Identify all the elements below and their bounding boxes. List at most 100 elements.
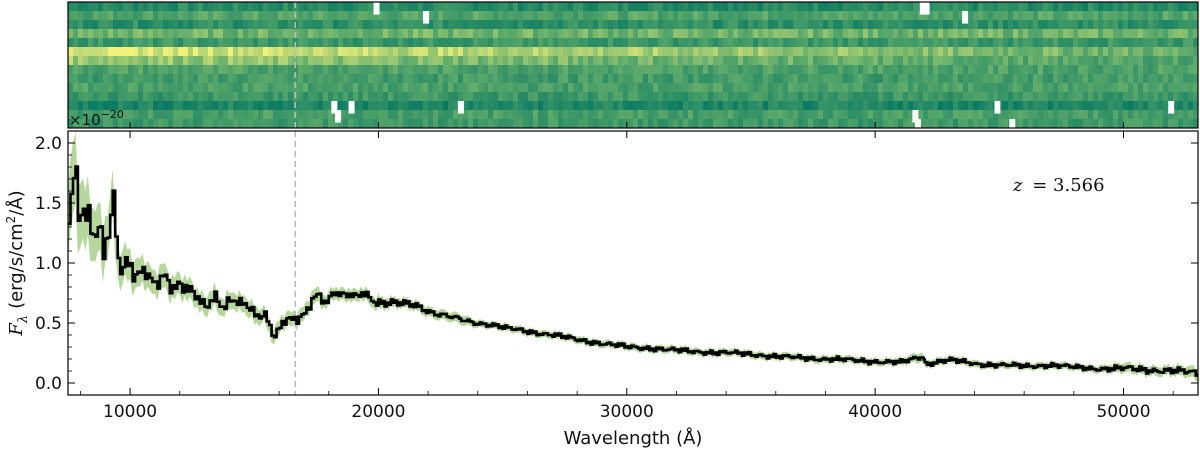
heatmap-cell bbox=[1178, 74, 1184, 84]
heatmap-cell bbox=[673, 47, 679, 57]
heatmap-cell bbox=[1098, 20, 1104, 30]
heatmap-cell bbox=[393, 110, 399, 120]
heatmap-cell bbox=[238, 110, 244, 120]
heatmap-cell bbox=[453, 74, 459, 84]
heatmap-cell bbox=[568, 29, 574, 39]
heatmap-cell bbox=[418, 110, 424, 120]
heatmap-cell bbox=[498, 2, 504, 12]
heatmap-cell bbox=[118, 11, 124, 21]
heatmap-cell bbox=[1043, 47, 1049, 57]
heatmap-cell bbox=[628, 92, 634, 102]
heatmap-cell bbox=[1013, 47, 1019, 57]
heatmap-cell bbox=[513, 110, 519, 120]
heatmap-cell bbox=[1013, 74, 1019, 84]
heatmap-cell bbox=[373, 92, 379, 102]
heatmap-cell bbox=[358, 119, 364, 128]
heatmap-cell bbox=[253, 47, 259, 57]
heatmap-cell bbox=[268, 65, 274, 75]
heatmap-cell bbox=[1033, 101, 1039, 111]
heatmap-cell bbox=[413, 74, 419, 84]
heatmap-cell bbox=[973, 110, 979, 120]
heatmap-cell bbox=[918, 20, 924, 30]
heatmap-cell bbox=[298, 20, 304, 30]
heatmap-cell bbox=[168, 56, 174, 66]
heatmap-cell bbox=[1153, 101, 1159, 111]
heatmap-cell bbox=[328, 83, 334, 93]
heatmap-cell bbox=[233, 119, 239, 128]
heatmap-cell bbox=[378, 74, 384, 84]
heatmap-cell bbox=[633, 101, 639, 111]
heatmap-cell bbox=[818, 56, 824, 66]
heatmap-cell bbox=[843, 110, 849, 120]
heatmap-cell bbox=[833, 83, 839, 93]
heatmap-cell bbox=[838, 11, 844, 21]
heatmap-cell bbox=[703, 83, 709, 93]
heatmap-cell bbox=[748, 65, 754, 75]
heatmap-cell bbox=[1183, 11, 1189, 21]
heatmap-cell bbox=[713, 65, 719, 75]
bottom-panel-frame bbox=[67, 130, 1199, 396]
heatmap-cell bbox=[693, 65, 699, 75]
heatmap-cell bbox=[883, 119, 889, 128]
heatmap-cell bbox=[1083, 92, 1089, 102]
masked-pixel bbox=[331, 101, 338, 114]
heatmap-cell bbox=[783, 29, 789, 39]
heatmap-cell bbox=[1083, 101, 1089, 111]
heatmap-cell bbox=[993, 92, 999, 102]
heatmap-cell bbox=[1143, 29, 1149, 39]
heatmap-cell bbox=[538, 92, 544, 102]
heatmap-cell bbox=[928, 20, 934, 30]
heatmap-cell bbox=[478, 11, 484, 21]
heatmap-cell bbox=[663, 29, 669, 39]
heatmap-cell bbox=[583, 11, 589, 21]
heatmap-cell bbox=[273, 110, 279, 120]
heatmap-cell bbox=[148, 92, 154, 102]
heatmap-cell bbox=[338, 74, 344, 84]
heatmap-cell bbox=[1158, 47, 1164, 57]
heatmap-cell bbox=[653, 110, 659, 120]
heatmap-cell bbox=[953, 83, 959, 93]
heatmap-cell bbox=[528, 101, 534, 111]
heatmap-cell bbox=[818, 20, 824, 30]
heatmap-cell bbox=[158, 119, 164, 128]
heatmap-cell bbox=[678, 20, 684, 30]
heatmap-cell bbox=[613, 2, 619, 12]
heatmap-cell bbox=[1078, 2, 1084, 12]
heatmap-cell bbox=[1103, 65, 1109, 75]
heatmap-cell bbox=[208, 20, 214, 30]
heatmap-cell bbox=[83, 29, 89, 39]
heatmap-cell bbox=[908, 38, 914, 48]
heatmap-cell bbox=[1163, 92, 1169, 102]
heatmap-cell bbox=[1158, 2, 1164, 12]
heatmap-cell bbox=[278, 74, 284, 84]
heatmap-cell bbox=[413, 11, 419, 21]
heatmap-cell bbox=[433, 2, 439, 12]
heatmap-cell bbox=[988, 92, 994, 102]
heatmap-cell bbox=[693, 110, 699, 120]
heatmap-cell bbox=[708, 11, 714, 21]
heatmap-cell bbox=[1138, 56, 1144, 66]
heatmap-cell bbox=[1073, 83, 1079, 93]
heatmap-cell bbox=[153, 119, 159, 128]
heatmap-cell bbox=[148, 83, 154, 93]
heatmap-cell bbox=[513, 47, 519, 57]
heatmap-cell bbox=[1048, 20, 1054, 30]
heatmap-cell bbox=[938, 20, 944, 30]
heatmap-cell bbox=[1133, 92, 1139, 102]
heatmap-cell bbox=[483, 101, 489, 111]
heatmap-cell bbox=[1053, 101, 1059, 111]
heatmap-cell bbox=[583, 74, 589, 84]
heatmap-cell bbox=[123, 56, 129, 66]
heatmap-cell bbox=[278, 56, 284, 66]
heatmap-cell bbox=[728, 83, 734, 93]
heatmap-cell bbox=[853, 56, 859, 66]
heatmap-cell bbox=[943, 11, 949, 21]
heatmap-cell bbox=[193, 101, 199, 111]
heatmap-cell bbox=[313, 119, 319, 128]
heatmap-cell bbox=[538, 11, 544, 21]
heatmap-cell bbox=[1128, 2, 1134, 12]
heatmap-cell bbox=[98, 101, 104, 111]
heatmap-cell bbox=[728, 11, 734, 21]
heatmap-cell bbox=[728, 101, 734, 111]
heatmap-cell bbox=[1053, 11, 1059, 21]
